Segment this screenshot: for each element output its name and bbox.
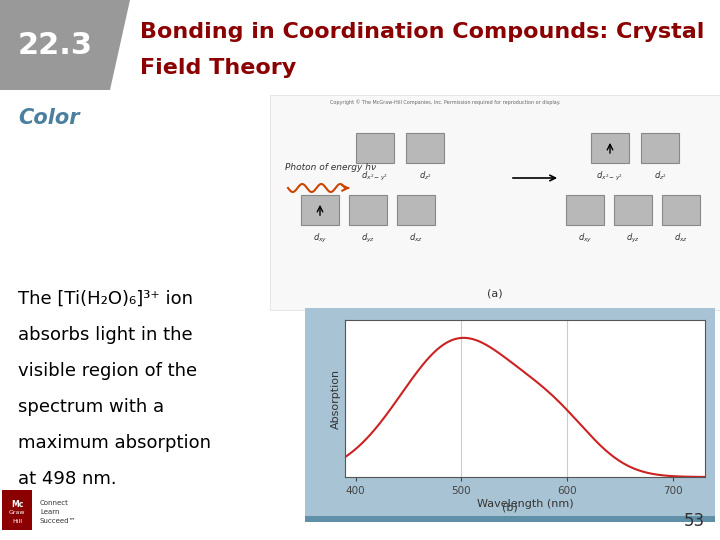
Text: Learn: Learn xyxy=(40,509,60,515)
Bar xyxy=(305,516,715,522)
Text: Color: Color xyxy=(18,108,79,128)
Bar xyxy=(566,195,604,225)
Text: maximum absorption: maximum absorption xyxy=(18,434,211,452)
Text: $d_{x^2-y^2}$: $d_{x^2-y^2}$ xyxy=(596,170,624,183)
Bar xyxy=(397,195,435,225)
Bar xyxy=(591,133,629,163)
Text: $d_{yz}$: $d_{yz}$ xyxy=(361,232,375,245)
Text: (b): (b) xyxy=(502,503,518,513)
Text: Field Theory: Field Theory xyxy=(140,58,296,78)
Text: at 498 nm.: at 498 nm. xyxy=(18,470,117,488)
Polygon shape xyxy=(0,0,130,90)
Text: $d_{x^2-y^2}$: $d_{x^2-y^2}$ xyxy=(361,170,389,183)
Text: Hill: Hill xyxy=(12,519,22,524)
Text: absorbs light in the: absorbs light in the xyxy=(18,326,193,344)
Text: Copyright © The McGraw-Hill Companies, Inc. Permission required for reproduction: Copyright © The McGraw-Hill Companies, I… xyxy=(330,99,560,105)
Bar xyxy=(270,95,720,310)
Text: $d_{yz}$: $d_{yz}$ xyxy=(626,232,640,245)
Text: Bonding in Coordination Compounds: Crystal: Bonding in Coordination Compounds: Cryst… xyxy=(140,22,704,42)
Bar xyxy=(614,195,652,225)
Text: Succeed™: Succeed™ xyxy=(40,518,76,524)
Y-axis label: Absorption: Absorption xyxy=(330,368,341,429)
Text: The [Ti(H₂O)₆]³⁺ ion: The [Ti(H₂O)₆]³⁺ ion xyxy=(18,290,193,308)
Text: 22.3: 22.3 xyxy=(17,30,92,59)
Bar xyxy=(662,195,700,225)
Text: $d_{xy}$: $d_{xy}$ xyxy=(312,232,327,245)
Text: spectrum with a: spectrum with a xyxy=(18,398,164,416)
Bar xyxy=(406,133,444,163)
Text: (a): (a) xyxy=(487,288,503,298)
Text: visible region of the: visible region of the xyxy=(18,362,197,380)
Text: Photon of energy hν: Photon of energy hν xyxy=(285,164,376,172)
Text: $d_{xz}$: $d_{xz}$ xyxy=(409,232,423,245)
Bar xyxy=(641,133,679,163)
X-axis label: Wavelength (nm): Wavelength (nm) xyxy=(477,499,573,509)
Bar xyxy=(301,195,339,225)
Text: $d_{z^2}$: $d_{z^2}$ xyxy=(654,170,667,183)
Text: Mc: Mc xyxy=(11,500,23,509)
Text: $d_{z^2}$: $d_{z^2}$ xyxy=(418,170,431,183)
Text: $d_{xy}$: $d_{xy}$ xyxy=(578,232,592,245)
Text: Connect: Connect xyxy=(40,500,69,506)
Bar xyxy=(305,308,715,522)
Text: 53: 53 xyxy=(684,512,705,530)
Text: Graw: Graw xyxy=(9,510,25,515)
Text: $d_{xz}$: $d_{xz}$ xyxy=(674,232,688,245)
Bar xyxy=(356,133,394,163)
Bar xyxy=(2,490,32,530)
Bar xyxy=(349,195,387,225)
